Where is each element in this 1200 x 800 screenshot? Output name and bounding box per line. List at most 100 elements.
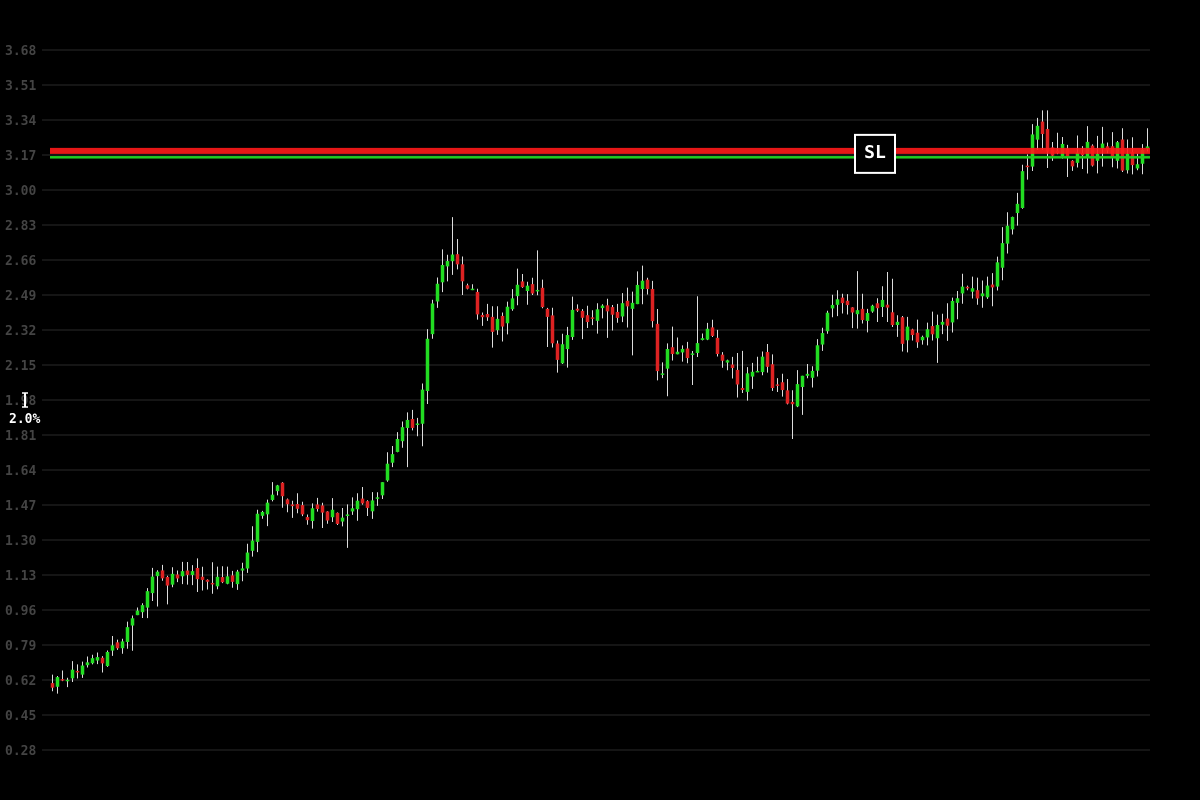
candle-down (1080, 152, 1085, 156)
y-tick-label: 1.98 (5, 394, 36, 409)
candle-up (805, 373, 810, 376)
candle-up (1125, 153, 1130, 171)
candle-up (705, 328, 710, 340)
candle-up (415, 423, 420, 425)
candle-down (945, 318, 950, 326)
candle-down (75, 670, 80, 673)
candle-up (350, 508, 355, 512)
candle-down (50, 683, 55, 688)
candle-down (615, 311, 620, 318)
candle-down (335, 512, 340, 524)
candle-down (710, 327, 715, 336)
candle-up (995, 262, 1000, 287)
y-tick-label: 0.96 (5, 604, 36, 619)
candle-down (160, 570, 165, 579)
candle-up (370, 500, 375, 512)
candle-up (240, 568, 245, 571)
candle-up (310, 508, 315, 522)
candle-down (685, 348, 690, 359)
candle-up (960, 286, 965, 294)
candle-down (790, 401, 795, 405)
candle-up (255, 513, 260, 542)
candle-up (815, 345, 820, 371)
grid-lines (42, 49, 1150, 751)
candle-down (520, 281, 525, 288)
candle-down (840, 297, 845, 304)
candle-up (535, 289, 540, 292)
candle-up (920, 336, 925, 341)
candle-up (120, 641, 125, 649)
candle-down (850, 307, 855, 313)
y-tick-label: 2.49 (5, 289, 36, 304)
candle-up (425, 338, 430, 392)
candle-down (490, 316, 495, 332)
candle-up (130, 618, 135, 626)
candle-up (940, 321, 945, 325)
candle-down (720, 354, 725, 361)
candle-down (930, 326, 935, 335)
candle-up (505, 306, 510, 324)
candle-down (730, 364, 735, 368)
y-tick-label: 3.68 (5, 44, 36, 59)
stop-loss-line[interactable] (50, 147, 1150, 154)
candle-up (150, 576, 155, 594)
candle-down (1120, 139, 1125, 171)
candle-up (870, 305, 875, 312)
candle-up (385, 463, 390, 481)
candle-down (545, 308, 550, 317)
candle-up (450, 254, 455, 262)
candle-up (570, 309, 575, 338)
stop-loss-marker[interactable]: SL (854, 133, 896, 174)
candle-down (100, 657, 105, 664)
candle-up (80, 665, 85, 675)
entry-line[interactable] (50, 156, 1150, 159)
candle-down (1130, 152, 1135, 166)
candle-up (635, 284, 640, 305)
candle-up (430, 303, 435, 335)
y-tick-label: 1.13 (5, 569, 36, 584)
candle-up (55, 677, 60, 687)
candle-up (1020, 171, 1025, 208)
candle-down (1025, 165, 1030, 168)
candle-up (810, 370, 815, 378)
candle-down (295, 504, 300, 509)
candle-up (865, 312, 870, 321)
candle-up (925, 329, 930, 338)
candle-down (480, 314, 485, 318)
candle-up (1135, 164, 1140, 169)
candle-up (180, 571, 185, 577)
candle-up (155, 571, 160, 577)
candle-down (780, 382, 785, 391)
candle-up (395, 438, 400, 452)
candle-up (1000, 243, 1005, 268)
candle-down (115, 642, 120, 649)
candle-down (210, 582, 215, 585)
candle-up (390, 454, 395, 463)
candle-down (965, 286, 970, 289)
candle-up (125, 627, 130, 642)
candle-up (190, 571, 195, 575)
candle-up (170, 573, 175, 585)
candlestick-series (50, 110, 1150, 694)
candle-up (140, 605, 145, 613)
candle-down (485, 314, 490, 318)
candle-down (975, 290, 980, 299)
candle-up (825, 312, 830, 332)
percent-label-bg (3, 411, 47, 426)
candle-up (405, 419, 410, 428)
candle-up (90, 658, 95, 664)
candle-up (225, 576, 230, 584)
candle-down (540, 287, 545, 308)
candle-up (1035, 125, 1040, 140)
candle-up (935, 324, 940, 339)
candle-up (800, 375, 805, 388)
candle-down (1070, 160, 1075, 167)
candle-up (970, 288, 975, 292)
y-tick-label: 0.79 (5, 639, 36, 654)
candle-up (135, 610, 140, 616)
candle-up (525, 285, 530, 291)
candle-up (95, 657, 100, 661)
candle-down (715, 337, 720, 354)
candle-up (905, 326, 910, 341)
